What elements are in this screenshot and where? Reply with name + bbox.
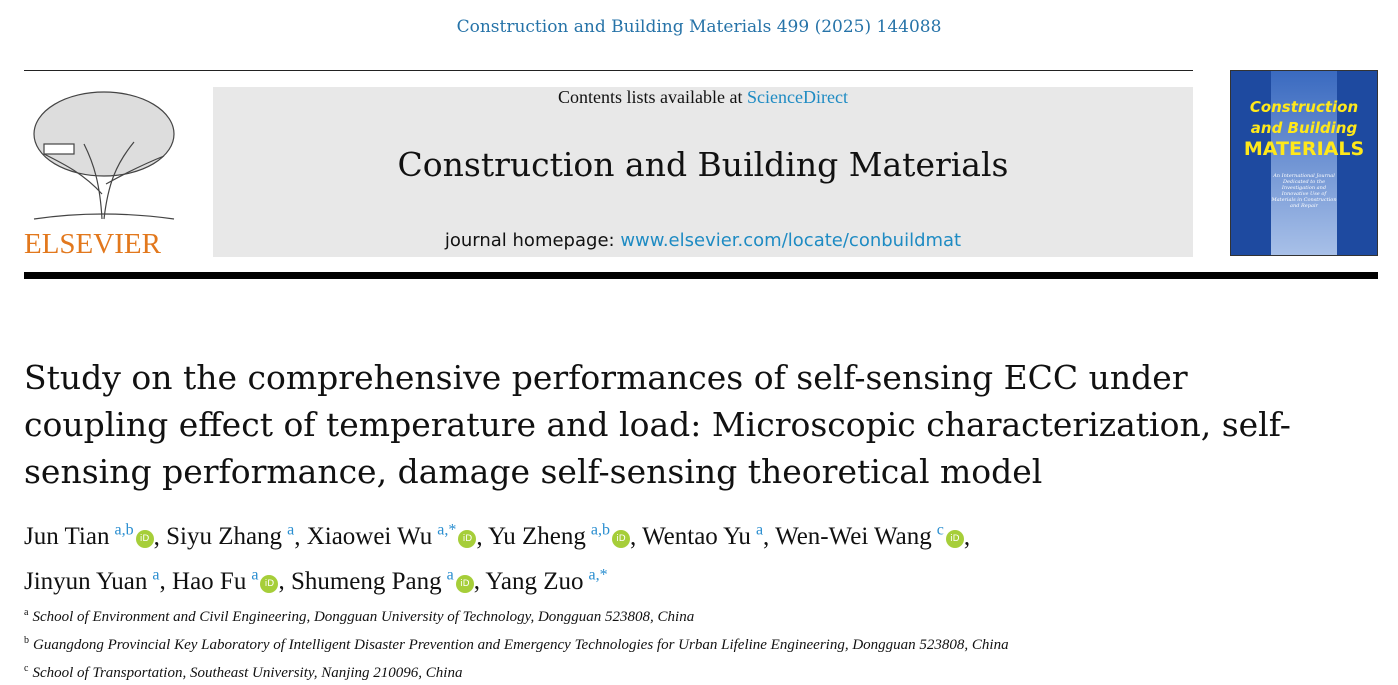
affiliation-text: School of Environment and Civil Engineer… xyxy=(32,609,695,625)
orcid-icon[interactable]: iD xyxy=(455,574,474,593)
contents-prefix: Contents lists available at xyxy=(558,87,747,107)
affiliation-key: a xyxy=(24,607,29,618)
author-name[interactable]: Yu Zheng xyxy=(487,523,586,551)
author-name[interactable]: Yang Zuo xyxy=(485,567,584,595)
orcid-icon[interactable]: iD xyxy=(945,530,964,549)
contents-line: Contents lists available at ScienceDirec… xyxy=(213,87,1193,108)
affiliation-marker[interactable]: a xyxy=(755,522,764,539)
orcid-icon[interactable]: iD xyxy=(458,530,477,549)
author[interactable]: Siyu Zhang a xyxy=(166,522,295,551)
author-name[interactable]: Hao Fu xyxy=(172,567,247,595)
author[interactable]: Shumeng Pang aiD xyxy=(290,566,474,595)
divider xyxy=(24,70,1193,71)
affiliation: b Guangdong Provincial Key Laboratory of … xyxy=(24,629,1009,657)
author[interactable]: Wentao Yu a xyxy=(642,522,764,551)
homepage-prefix: journal homepage: xyxy=(444,230,621,251)
orcid-icon[interactable]: iD xyxy=(135,530,154,549)
affiliation-marker[interactable]: c xyxy=(936,522,944,539)
author[interactable]: Wen-Wei Wang ciD xyxy=(775,522,964,551)
affiliation-marker[interactable]: a xyxy=(251,566,259,584)
affiliation-marker[interactable]: a,* xyxy=(437,522,457,539)
cover-subtitle: An International Journal Dedicated to th… xyxy=(1271,173,1337,209)
article-title: Study on the comprehensive performances … xyxy=(24,358,1291,491)
author[interactable]: Hao Fu aiD xyxy=(172,566,279,595)
affiliation-marker[interactable]: a xyxy=(446,566,454,584)
author-name[interactable]: Jinyun Yuan xyxy=(24,567,148,595)
affiliation-marker[interactable]: a,b xyxy=(590,522,611,539)
affiliation-marker[interactable]: a,b xyxy=(114,522,134,539)
cover-stripe xyxy=(1271,71,1337,255)
author[interactable]: Yu Zheng a,biD xyxy=(487,522,631,551)
journal-citation[interactable]: Construction and Building Materials 499 … xyxy=(456,17,942,37)
author[interactable]: Jun Tian a,biD xyxy=(24,522,154,551)
homepage-line: journal homepage: www.elsevier.com/locat… xyxy=(213,230,1193,251)
affiliation-marker[interactable]: a,* xyxy=(588,566,608,584)
affiliation-marker[interactable]: a xyxy=(287,522,295,539)
affiliation-list: a School of Environment and Civil Enginee… xyxy=(24,601,1009,685)
journal-masthead: Contents lists available at ScienceDirec… xyxy=(213,87,1193,257)
affiliation: a School of Environment and Civil Enginee… xyxy=(24,601,1009,629)
author-name[interactable]: Wentao Yu xyxy=(642,523,751,551)
homepage-link[interactable]: www.elsevier.com/locate/conbuildmat xyxy=(620,230,962,251)
author-name[interactable]: Wen-Wei Wang xyxy=(775,523,932,551)
author-list: Jun Tian a,biD, Siyu Zhang a, Xiaowei Wu… xyxy=(24,522,971,595)
thick-divider xyxy=(24,272,1378,279)
author-name[interactable]: Shumeng Pang xyxy=(290,567,442,595)
author-name[interactable]: Siyu Zhang xyxy=(166,523,283,551)
author[interactable]: Yang Zuo a,* xyxy=(485,566,608,595)
sciencedirect-link[interactable]: ScienceDirect xyxy=(747,87,848,107)
affiliation-marker[interactable]: a xyxy=(152,566,160,584)
orcid-icon[interactable]: iD xyxy=(260,574,279,593)
author-name[interactable]: Jun Tian xyxy=(24,523,110,551)
elsevier-tree-logo xyxy=(33,91,175,220)
affiliation-text: School of Transportation, Southeast Univ… xyxy=(32,665,463,681)
author[interactable]: Jinyun Yuan a xyxy=(24,566,160,595)
author-name[interactable]: Xiaowei Wu xyxy=(306,523,433,551)
cover-title: Construction and Building MATERIALS xyxy=(1243,98,1365,160)
affiliation-key: c xyxy=(24,663,29,674)
orcid-icon[interactable]: iD xyxy=(612,530,631,549)
journal-title: Construction and Building Materials xyxy=(397,145,1009,184)
elsevier-wordmark: ELSEVIER xyxy=(24,228,161,260)
author[interactable]: Xiaowei Wu a,*iD xyxy=(306,522,477,551)
affiliation-text: Guangdong Provincial Key Laboratory of I… xyxy=(33,637,1009,653)
journal-cover[interactable]: Construction and Building MATERIALS An Int… xyxy=(1230,70,1378,256)
affiliation-key: b xyxy=(24,635,29,646)
affiliation: c School of Transportation, Southeast Uni… xyxy=(24,657,1009,685)
